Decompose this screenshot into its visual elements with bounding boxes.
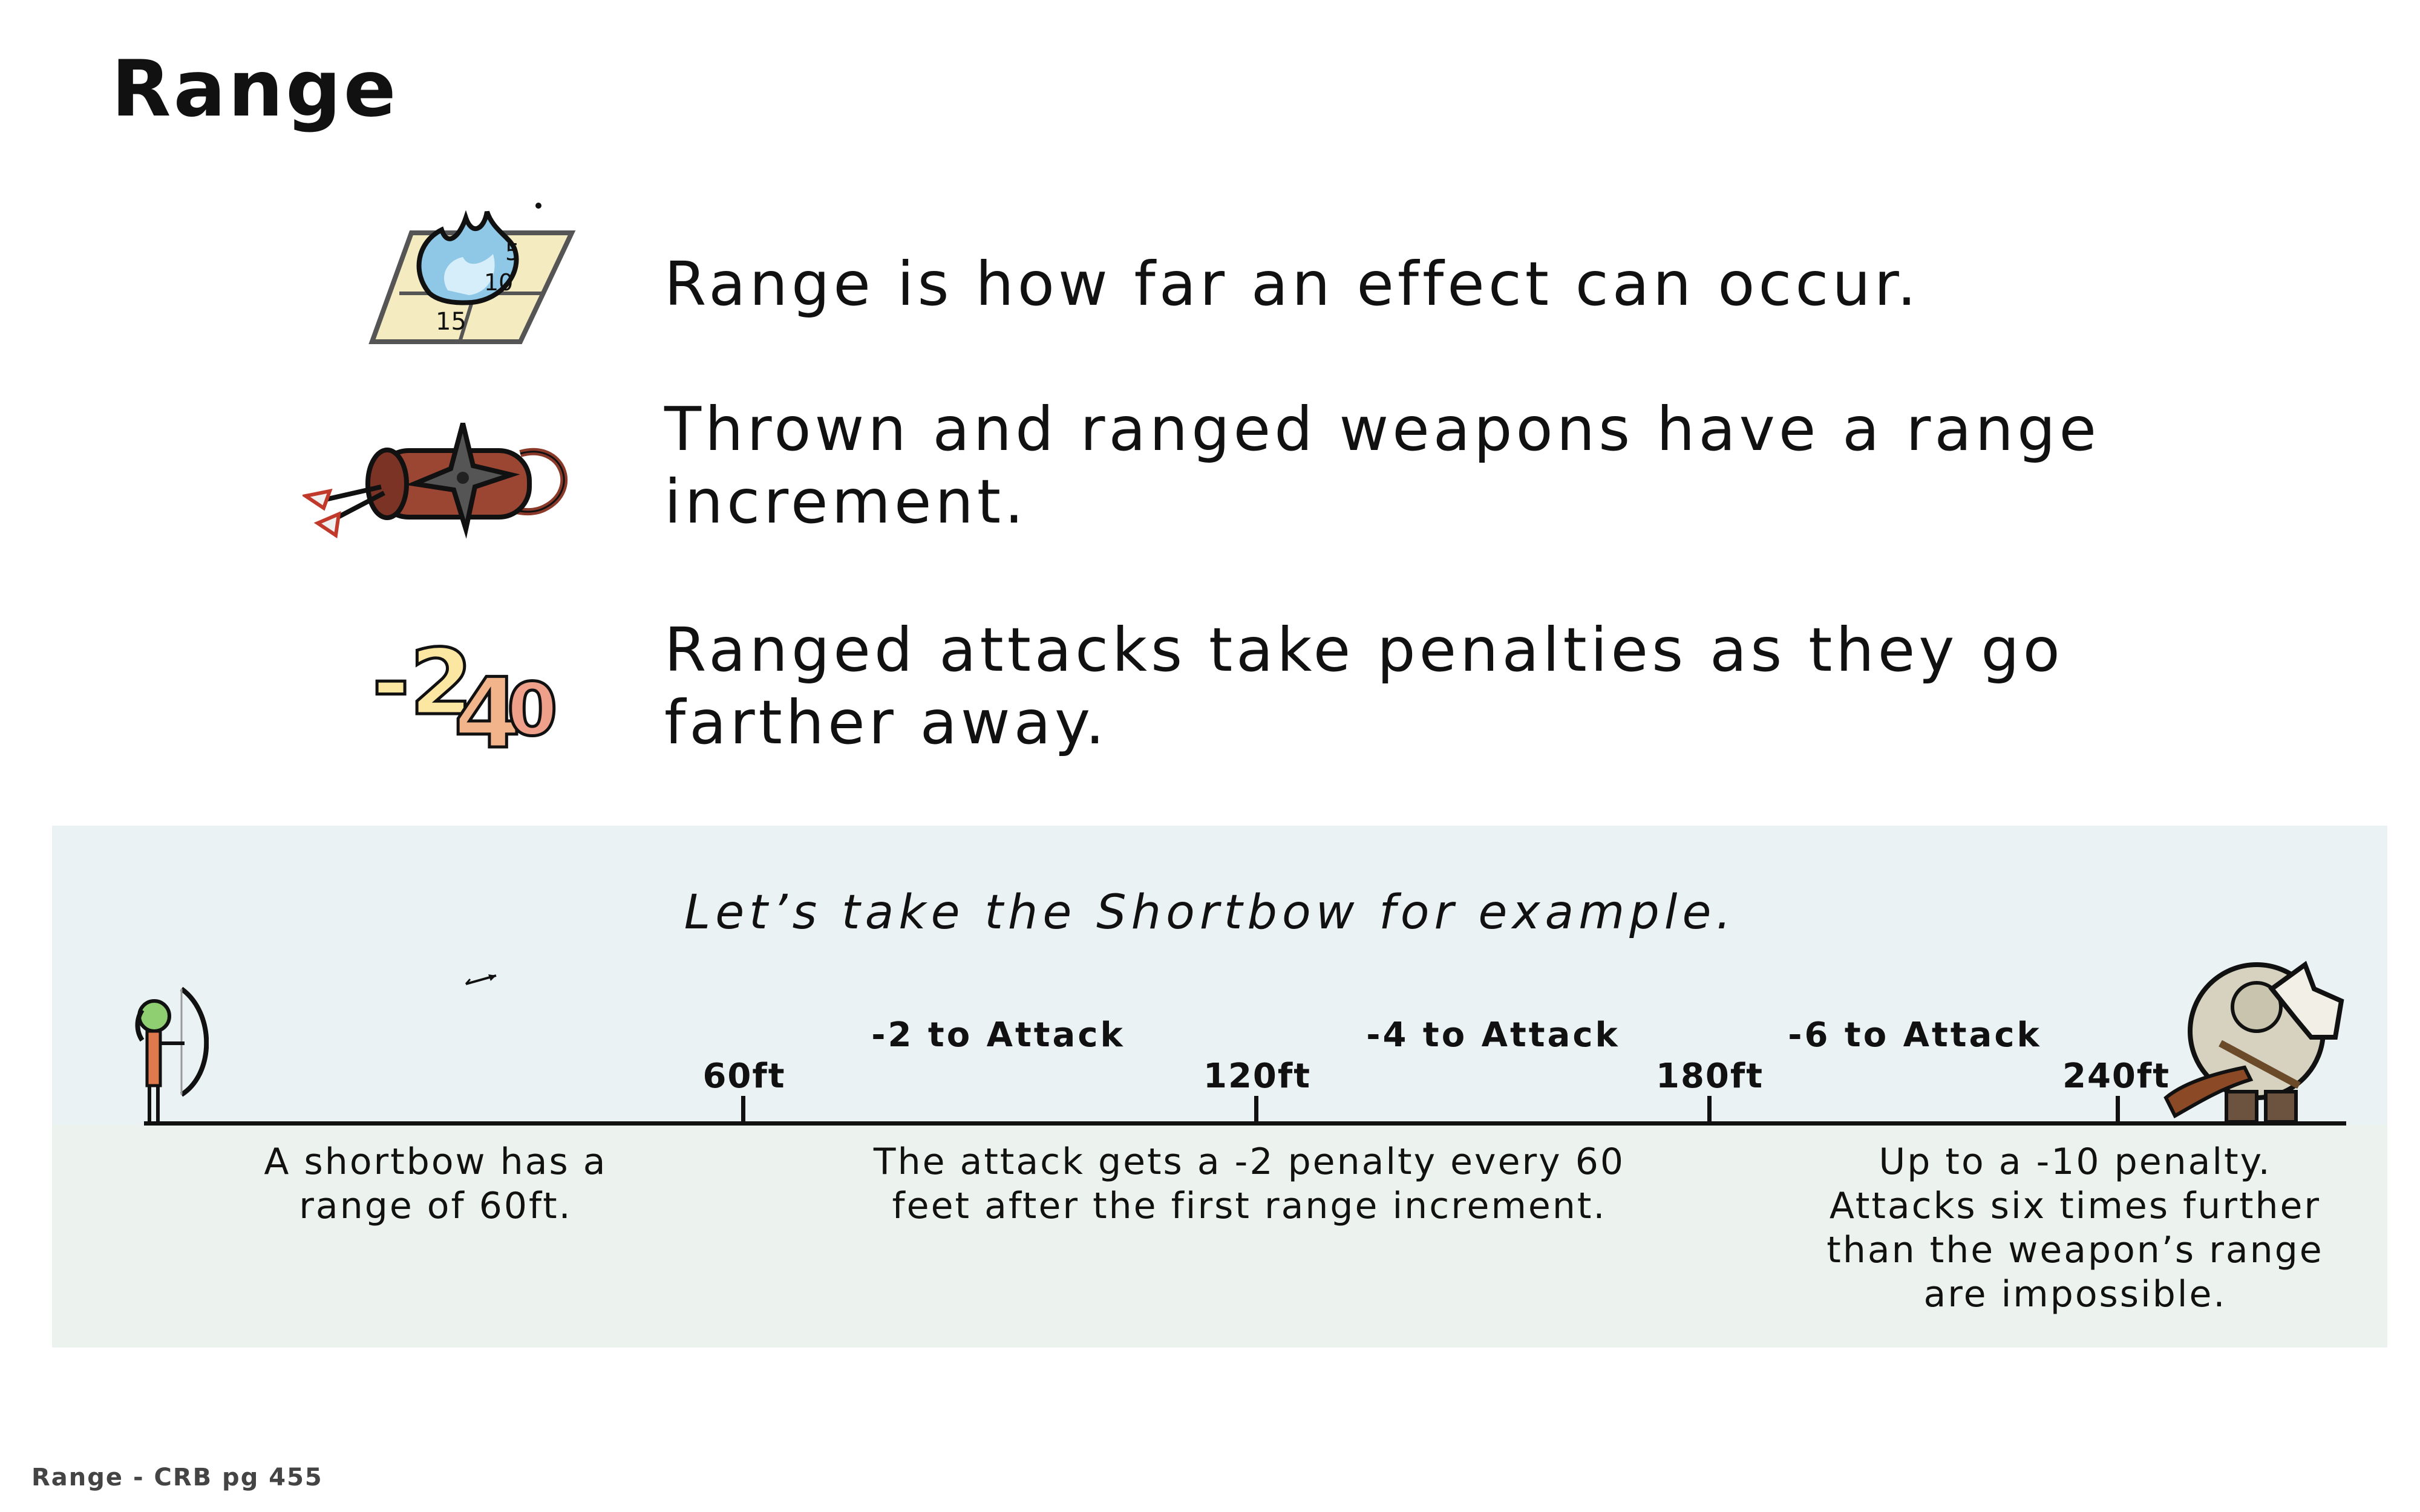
range-tick bbox=[741, 1096, 745, 1124]
svg-text:0: 0 bbox=[507, 668, 558, 752]
svg-text:10: 10 bbox=[484, 269, 513, 296]
range-tick-label: 240ft bbox=[2062, 1057, 2171, 1096]
range-tick-label: 120ft bbox=[1203, 1057, 1312, 1096]
range-note: The attack gets a -2 penalty every 60 fe… bbox=[873, 1141, 1626, 1227]
penalty-numbers-icon: -2 4 0 bbox=[371, 629, 560, 769]
svg-text:-2: -2 bbox=[372, 630, 473, 735]
example-heading: Let’s take the Shortbow for example. bbox=[684, 885, 1736, 940]
range-tick bbox=[2116, 1096, 2120, 1124]
page-footer: Range - CRB pg 455 bbox=[31, 1464, 323, 1491]
range-tick bbox=[1254, 1096, 1258, 1124]
example-banner-lower bbox=[52, 1125, 2387, 1347]
spell-burst-grid-icon: 5 10 15 bbox=[368, 203, 576, 344]
range-note: A shortbow has a range of 60ft. bbox=[264, 1141, 607, 1227]
range-axis bbox=[144, 1121, 2346, 1126]
quiver-shuriken-icon bbox=[302, 422, 568, 539]
range-tick-label: 180ft bbox=[1655, 1057, 1764, 1096]
range-tick bbox=[1707, 1096, 1712, 1124]
flying-arrow-icon bbox=[465, 974, 497, 985]
svg-text:5: 5 bbox=[505, 239, 520, 266]
archer-icon bbox=[135, 986, 209, 1122]
page-title: Range bbox=[111, 44, 399, 134]
ogre-icon bbox=[2163, 960, 2344, 1124]
attack-penalty-label: -4 to Attack bbox=[1366, 1015, 1620, 1055]
bullet-text: Ranged attacks take penalties as they go… bbox=[664, 614, 2064, 758]
svg-text:15: 15 bbox=[436, 308, 466, 336]
example-banner-upper bbox=[52, 826, 2387, 1125]
range-tick-label: 60ft bbox=[702, 1057, 786, 1096]
attack-penalty-label: -2 to Attack bbox=[871, 1015, 1125, 1055]
range-note: Up to a -10 penalty. Attacks six times f… bbox=[1826, 1141, 2324, 1315]
bullet-text: Range is how far an effect can occur. bbox=[664, 249, 1920, 319]
svg-text:4: 4 bbox=[454, 657, 521, 768]
bullet-text: Thrown and ranged weapons have a range i… bbox=[664, 394, 2100, 537]
attack-penalty-label: -6 to Attack bbox=[1788, 1015, 2042, 1055]
